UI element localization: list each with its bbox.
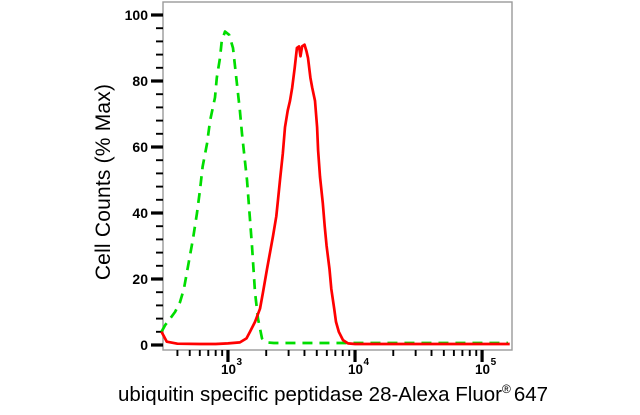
svg-text:3: 3 — [236, 357, 242, 368]
svg-text:10: 10 — [348, 362, 363, 377]
svg-text:40: 40 — [132, 205, 148, 221]
x-axis: 10 3 10 4 10 5 — [176, 350, 497, 377]
svg-text:4: 4 — [364, 357, 370, 368]
svg-text:5: 5 — [491, 357, 497, 368]
svg-text:20: 20 — [132, 271, 148, 287]
svg-text:100: 100 — [125, 7, 149, 23]
svg-text:10: 10 — [475, 362, 490, 377]
x-axis-title-suffix: 647 — [513, 383, 549, 406]
curve-red-solid-stained — [160, 43, 510, 346]
curve-green-dashed-control — [160, 30, 508, 345]
series-red-solid-stained — [160, 43, 510, 346]
svg-text:60: 60 — [132, 139, 148, 155]
plot-frame — [162, 1, 513, 351]
svg-text:0: 0 — [140, 337, 148, 353]
registered-trademark-symbol: ® — [501, 382, 511, 397]
x-axis-title-text: ubiquitin specific peptidase 28-Alexa Fl… — [117, 383, 502, 406]
y-axis-title: Cell Counts (% Max) — [92, 83, 115, 281]
svg-text:80: 80 — [132, 73, 148, 89]
series-green-dashed-control — [160, 30, 508, 345]
x-axis-title: ubiquitin specific peptidase 28-Alexa Fl… — [118, 383, 548, 407]
y-axis: 0 20 40 60 80 100 — [125, 7, 163, 353]
svg-text:10: 10 — [221, 362, 236, 377]
